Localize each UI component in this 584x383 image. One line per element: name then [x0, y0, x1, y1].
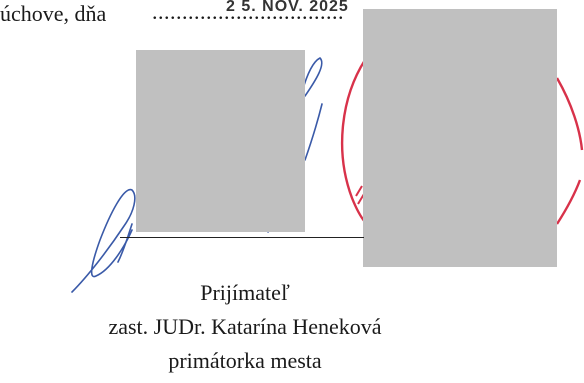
redacted-signature	[136, 50, 305, 232]
signatory-block: Prijímateľ zast. JUDr. Katarína Heneková…	[0, 276, 490, 378]
date-dotted-line: ................................	[152, 0, 344, 24]
place-label: úchove, dňa	[0, 1, 107, 26]
signatory-role: Prijímateľ	[200, 280, 290, 305]
redacted-seal	[363, 9, 557, 267]
signatory-representative: zast. JUDr. Katarína Heneková	[108, 314, 382, 339]
stamped-date: 2 5. NOV. 2025	[226, 0, 349, 15]
signature-line	[120, 237, 364, 238]
signatory-position: primátorka mesta	[168, 348, 322, 373]
place-date-line: úchove, dňa ............................…	[0, 0, 380, 40]
